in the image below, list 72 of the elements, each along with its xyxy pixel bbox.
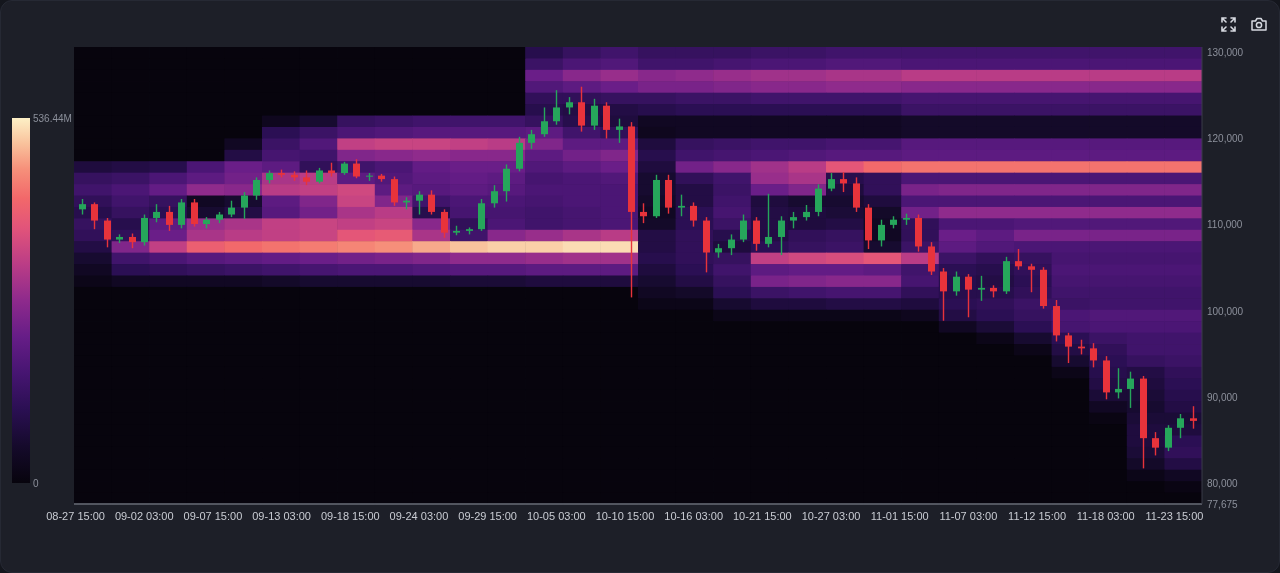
candlestick [441, 208, 448, 239]
candlestick [1090, 342, 1097, 369]
candlestick [1127, 370, 1134, 409]
candlestick [978, 275, 985, 302]
candlestick [965, 273, 972, 318]
x-tick-label: 09-13 03:00 [252, 509, 311, 522]
color-bar-label: 0 [33, 477, 39, 489]
candlestick [416, 190, 423, 216]
y-tick-label: 77,675 [1207, 498, 1239, 510]
candlestick [940, 267, 947, 322]
y-tick-label: 110,000 [1207, 219, 1243, 231]
x-tick-label: 11-07 03:00 [939, 509, 998, 522]
candlestick [541, 106, 548, 138]
candlestick [503, 163, 510, 203]
candlestick [740, 213, 747, 243]
candlestick [253, 176, 260, 201]
candlestick [765, 193, 772, 249]
candlestick [241, 191, 248, 220]
candlestick [153, 203, 160, 223]
candlestick [815, 183, 822, 217]
x-tick-label: 11-18 03:00 [1076, 509, 1135, 522]
candlestick [840, 171, 847, 193]
candlestick [166, 205, 173, 232]
candlestick [491, 184, 498, 209]
candlestick [1028, 263, 1035, 293]
candlestick [953, 270, 960, 297]
candlestick [753, 216, 760, 252]
candlestick [353, 158, 360, 179]
candlestick [578, 86, 585, 133]
x-tick-label: 10-10 15:00 [595, 509, 655, 522]
x-tick-label: 10-21 15:00 [732, 509, 792, 522]
candlestick [1065, 332, 1072, 364]
y-tick-label: 90,000 [1207, 392, 1239, 404]
y-tick-label: 100,000 [1207, 305, 1244, 317]
x-tick-label: 09-18 15:00 [320, 509, 380, 522]
x-tick-label: 10-05 03:00 [526, 509, 586, 522]
x-tick-label: 11-12 15:00 [1008, 509, 1067, 522]
x-tick-label: 09-02 03:00 [114, 509, 174, 522]
x-tick-label: 11-23 15:00 [1145, 509, 1204, 522]
candlestick [616, 117, 623, 144]
y-tick-label: 80,000 [1207, 478, 1239, 490]
candlestick [104, 217, 111, 249]
candlestick [1190, 405, 1197, 430]
candlestick [640, 202, 647, 224]
x-tick-label: 08-27 15:00 [46, 509, 105, 522]
candlestick [1015, 248, 1022, 271]
candlestick [428, 189, 435, 216]
candlestick [778, 215, 785, 256]
candlestick [828, 172, 835, 192]
candlestick [178, 198, 185, 230]
y-tick-label: 120,000 [1207, 133, 1244, 145]
candlestick [191, 198, 198, 228]
candlestick [878, 219, 885, 248]
color-bar-label: 536.44M [33, 112, 72, 124]
candlestick [690, 201, 697, 228]
x-tick-label: 09-29 15:00 [458, 509, 517, 522]
candlestick [1152, 431, 1159, 457]
candlestick [91, 201, 98, 230]
candlestick [553, 89, 560, 126]
x-tick-label: 10-16 03:00 [664, 509, 724, 522]
x-tick-label: 09-07 15:00 [183, 509, 243, 522]
y-tick-label: 130,000 [1207, 46, 1244, 58]
candlestick [391, 175, 398, 207]
x-tick-label: 11-01 15:00 [870, 509, 929, 522]
x-tick-label: 10-27 03:00 [801, 509, 861, 522]
x-tick-label: 09-24 03:00 [389, 509, 449, 522]
candlestick [728, 233, 735, 256]
candlestick [678, 193, 685, 217]
candlestick [528, 129, 535, 150]
candlestick [591, 98, 598, 131]
candlestick [1165, 424, 1172, 452]
candlestick [1177, 413, 1184, 439]
